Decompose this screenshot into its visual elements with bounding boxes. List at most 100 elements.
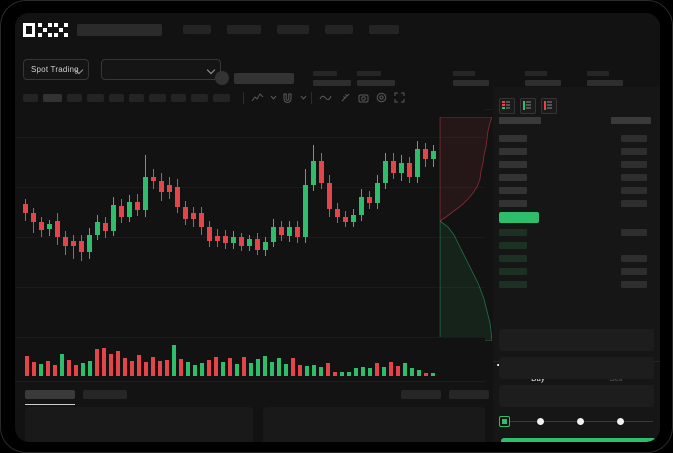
toolbar-divider-2	[311, 92, 312, 104]
volume-bar-20	[158, 361, 162, 376]
fullscreen-icon[interactable]	[393, 91, 406, 104]
candle-26	[223, 230, 228, 249]
candle-body-13	[119, 206, 124, 217]
step-indicator-3[interactable]	[577, 418, 584, 425]
candle-body-50	[415, 149, 420, 177]
candlestick-chart[interactable]	[15, 109, 485, 337]
ask-row-6-size	[621, 200, 647, 207]
candle-body-36	[303, 185, 308, 237]
candle-body-5	[55, 221, 60, 237]
volume-bar-53	[389, 362, 393, 376]
nav-item-3[interactable]	[277, 25, 309, 34]
trading-mode-selector[interactable]: Spot Trading	[23, 59, 89, 80]
chevron-down-icon-1[interactable]	[267, 91, 280, 104]
timeframe-6[interactable]	[129, 94, 144, 102]
candle-body-46	[383, 161, 388, 183]
timeframe-1[interactable]	[23, 94, 38, 102]
order-total-field[interactable]	[499, 385, 654, 407]
step-indicator-1[interactable]	[499, 416, 510, 427]
candle-27	[231, 231, 236, 249]
ask-row-2-price[interactable]	[499, 148, 527, 155]
bid-row-4-price[interactable]	[499, 268, 527, 275]
order-book-panel: Buy Sell	[493, 87, 660, 442]
trading-mode-label: Spot Trading	[31, 65, 79, 74]
ask-row-5-price[interactable]	[499, 187, 527, 194]
bottom-tab-order-history[interactable]	[83, 390, 127, 399]
candle-42	[351, 209, 356, 227]
trend-line-icon[interactable]	[251, 91, 264, 104]
volume-bar-38	[284, 364, 288, 376]
volume-bar-40	[298, 365, 302, 376]
volume-bar-33	[249, 363, 253, 376]
ask-row-3-price[interactable]	[499, 161, 527, 168]
nav-item-4[interactable]	[325, 25, 353, 34]
ruler-icon[interactable]	[339, 91, 352, 104]
okx-logo[interactable]	[23, 23, 68, 37]
volume-bar-47	[347, 372, 351, 376]
step-indicator-2[interactable]	[537, 418, 544, 425]
bottom-tab-open-orders[interactable]	[25, 390, 75, 399]
candle-wick-7	[73, 235, 74, 259]
candle-51	[423, 143, 428, 167]
volume-bar-10	[88, 361, 92, 376]
ask-row-6-price[interactable]	[499, 200, 527, 207]
volume-bar-45	[333, 372, 337, 376]
ask-row-1-price[interactable]	[499, 135, 527, 142]
ask-row-4-price[interactable]	[499, 174, 527, 181]
bid-row-3-price[interactable]	[499, 255, 527, 262]
bid-row-5-price[interactable]	[499, 281, 527, 288]
spread-highlight-row[interactable]	[499, 212, 539, 223]
timeframe-3[interactable]	[67, 94, 82, 102]
wave-indicator-icon[interactable]	[319, 91, 332, 104]
volume-bar-14	[116, 351, 120, 376]
volume-bar-28	[214, 357, 218, 376]
step-indicator-4[interactable]	[617, 418, 624, 425]
candle-body-31	[263, 242, 268, 250]
candle-30	[255, 233, 260, 255]
timeframe-9[interactable]	[191, 94, 208, 102]
candle-body-45	[375, 183, 380, 203]
chevron-down-icon-2[interactable]	[297, 91, 310, 104]
camera-icon[interactable]	[357, 91, 370, 104]
orderbook-view-both-icon[interactable]	[499, 98, 515, 114]
bid-row-2-price[interactable]	[499, 242, 527, 249]
timeframe-5[interactable]	[109, 94, 124, 102]
volume-bar-1	[25, 356, 29, 376]
stat-high-label	[453, 71, 475, 76]
trading-pair-selector[interactable]	[101, 59, 221, 80]
volume-bar-55	[403, 363, 407, 376]
candle-body-41	[343, 217, 348, 222]
candle-39	[327, 175, 332, 217]
bottom-action-1[interactable]	[401, 390, 441, 399]
candle-body-8	[79, 241, 84, 252]
candle-body-17	[151, 177, 156, 181]
orderbook-view-bids-icon[interactable]	[520, 98, 536, 114]
candle-28	[239, 233, 244, 251]
timeframe-2[interactable]	[43, 94, 62, 102]
volume-bar-23	[179, 359, 183, 376]
timeframe-10[interactable]	[213, 94, 230, 102]
nav-item-5[interactable]	[369, 25, 399, 34]
volume-bar-58	[424, 373, 428, 376]
timeframe-4[interactable]	[87, 94, 104, 102]
candle-45	[375, 175, 380, 209]
nav-search-input[interactable]	[77, 24, 162, 36]
bottom-action-2[interactable]	[449, 390, 489, 399]
orderbook-view-asks-icon[interactable]	[541, 98, 557, 114]
volume-bar-42	[312, 365, 316, 376]
primary-cta-button[interactable]	[501, 438, 656, 442]
candle-5	[55, 213, 60, 245]
magnet-icon[interactable]	[281, 91, 294, 104]
nav-item-1[interactable]	[183, 25, 211, 34]
nav-item-2[interactable]	[227, 25, 261, 34]
order-amount-field[interactable]	[499, 357, 654, 379]
settings-gear-icon[interactable]	[375, 91, 388, 104]
timeframe-8[interactable]	[171, 94, 186, 102]
order-price-field[interactable]	[499, 329, 654, 351]
candle-body-11	[103, 223, 108, 231]
volume-bar-4	[46, 361, 50, 376]
bid-row-1-price[interactable]	[499, 229, 527, 236]
bid-row-5-size	[621, 281, 647, 288]
volume-bar-39	[291, 358, 295, 376]
timeframe-7[interactable]	[149, 94, 166, 102]
